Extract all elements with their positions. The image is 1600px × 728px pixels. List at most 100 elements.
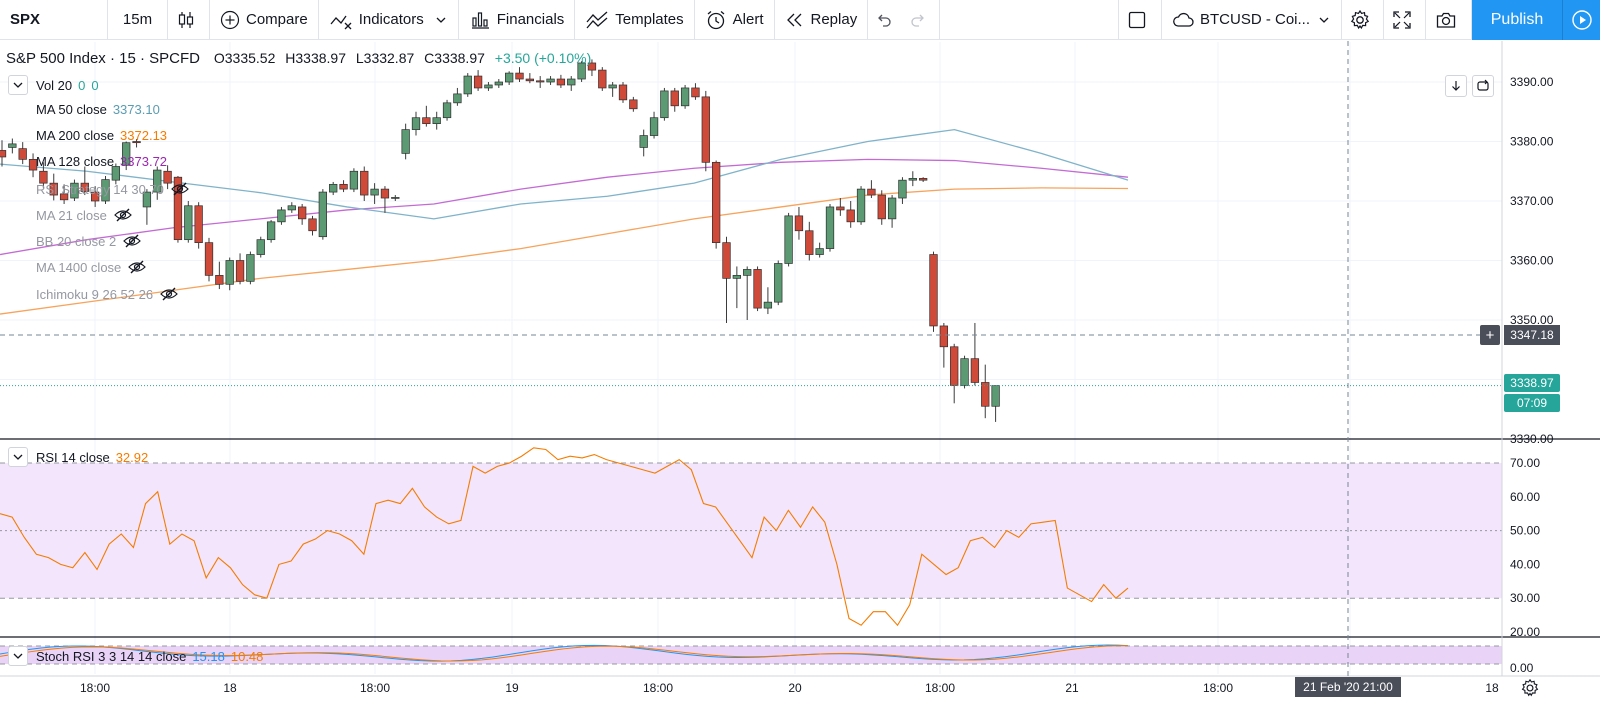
candle-body (225, 260, 234, 285)
chart-type-button[interactable] (168, 0, 210, 40)
stoch-plot (0, 644, 1129, 662)
candle-body (639, 135, 648, 148)
rsi-axis[interactable]: 70.00 60.00 50.00 40.00 30.00 20.00 (1510, 456, 1540, 639)
candle-body (815, 248, 824, 255)
candle-body (153, 169, 162, 193)
rsi-line (0, 447, 1129, 627)
candle (308, 215, 317, 236)
rsi-legend[interactable]: RSI 14 close 32.92 (8, 447, 148, 467)
layout-button[interactable] (1118, 0, 1162, 40)
candle (111, 163, 121, 185)
indicator-row-ichimoku[interactable]: Ichimoku 9 26 52 26 (36, 286, 179, 302)
indicator-row-bb[interactable]: BB 20 close 2 (36, 233, 142, 249)
time-tick-label: 18:00 (925, 681, 955, 695)
legend-high: H3338.97 (285, 50, 346, 66)
time-axis[interactable]: 18:00 18 18:00 19 18:00 20 18:00 21 18:00 18 (80, 681, 1499, 695)
chart-canvas[interactable]: 3390.00 3380.00 3370.00 3360.00 3350.00 3330.… (0, 41, 1600, 728)
eye-hidden-icon[interactable] (127, 259, 147, 275)
candle-body (774, 263, 783, 303)
crosshair-price-label: 3347.18 (1504, 325, 1560, 345)
indicator-row-rsi-strategy[interactable]: RSI Strategy 14 30 70 (36, 181, 190, 197)
candle-body (732, 275, 741, 279)
eye-hidden-icon[interactable] (113, 207, 133, 223)
settings-button[interactable] (1342, 0, 1384, 40)
alert-clock-icon (707, 10, 725, 29)
compare-button[interactable]: Compare (210, 0, 319, 40)
candle-body (670, 90, 679, 107)
candle-body (939, 325, 948, 348)
stoch-axis[interactable]: 0.00 (1510, 661, 1534, 675)
eye-hidden-icon[interactable] (122, 233, 142, 249)
crosshair-add-button[interactable]: + (1480, 325, 1500, 345)
collapse-stoch-button[interactable] (8, 646, 28, 666)
crosshair (0, 41, 1502, 676)
alert-button[interactable]: Alert (695, 0, 775, 40)
indicators-button[interactable]: Indicators (319, 0, 459, 40)
candle (266, 220, 276, 243)
fullscreen-icon (1392, 10, 1411, 29)
eye-hidden-icon[interactable] (159, 286, 179, 302)
price-axis[interactable]: 3390.00 3380.00 3370.00 3360.00 3350.00 3330.… (1510, 75, 1554, 446)
candle (287, 202, 296, 213)
candle-body (898, 179, 907, 199)
publish-button[interactable]: Publish (1472, 0, 1562, 40)
last-price-label: 3338.97 (1504, 374, 1560, 392)
indicator-row-ma50[interactable]: MA 50 close 3373.10 (36, 102, 160, 117)
candle (18, 142, 27, 165)
candle-body (473, 75, 483, 89)
candle (318, 189, 327, 240)
indicator-row-ma128[interactable]: MA 128 close 3373.72 (36, 154, 167, 169)
candle (991, 385, 1000, 422)
indicators-label: Indicators (358, 11, 424, 28)
candle (670, 87, 679, 112)
time-tick-label: 20 (788, 681, 802, 695)
candle-body (194, 205, 203, 243)
symbol-search-button[interactable]: SPX (0, 0, 108, 40)
candle-body (960, 358, 969, 386)
reset-scale-button[interactable] (1472, 75, 1494, 97)
layout-square-icon (1128, 11, 1146, 28)
saved-chart-dropdown[interactable]: BTCUSD - Coi... (1162, 0, 1342, 40)
candle-body (918, 178, 928, 181)
gear-icon (1350, 9, 1369, 29)
indicator-name: RSI Strategy 14 30 70 (36, 181, 164, 197)
indicator-row-vol[interactable]: Vol 20 0 0 (8, 75, 99, 95)
candle (629, 96, 638, 112)
candle-body (701, 96, 710, 163)
candle-body (680, 87, 690, 107)
publish-menu-button[interactable] (1562, 0, 1600, 40)
candle-body (991, 385, 1000, 407)
candle-body (618, 84, 628, 101)
candle (184, 201, 193, 243)
redo-button[interactable] (904, 0, 941, 40)
candle (215, 261, 224, 290)
indicator-row-ma21[interactable]: MA 21 close (36, 207, 133, 223)
indicator-value: 3373.10 (112, 102, 160, 117)
candle-body (266, 221, 276, 241)
fullscreen-button[interactable] (1384, 0, 1426, 40)
price-tick-label: 3330.00 (1510, 432, 1554, 446)
candle (856, 186, 866, 225)
compare-label: Compare (246, 11, 308, 28)
rsi-legend-value: 32.92 (115, 449, 149, 465)
snapshot-button[interactable] (1426, 0, 1472, 40)
candle (598, 67, 607, 91)
candle-body (950, 346, 959, 386)
eye-hidden-icon[interactable] (170, 181, 190, 197)
chart-settings-button[interactable] (1518, 676, 1542, 700)
stoch-legend[interactable]: Stoch RSI 3 3 14 14 close 15.18 10.48 (8, 646, 263, 666)
interval-button[interactable]: 15m (108, 0, 168, 40)
collapse-legend-button[interactable] (8, 75, 28, 95)
candle-body (308, 218, 317, 232)
undo-button[interactable] (868, 0, 904, 40)
collapse-rsi-button[interactable] (8, 447, 28, 467)
templates-button[interactable]: Templates (575, 0, 695, 40)
indicator-row-ma1400[interactable]: MA 1400 close (36, 259, 147, 275)
indicator-row-ma200[interactable]: MA 200 close 3372.13 (36, 128, 167, 143)
financials-button[interactable]: Financials (459, 0, 576, 40)
time-tick-label: 18:00 (1203, 681, 1233, 695)
symbol-label: SPX (10, 11, 41, 28)
scroll-to-realtime-button[interactable] (1445, 75, 1467, 97)
candle-body (132, 141, 141, 144)
replay-button[interactable]: Replay (775, 0, 869, 40)
